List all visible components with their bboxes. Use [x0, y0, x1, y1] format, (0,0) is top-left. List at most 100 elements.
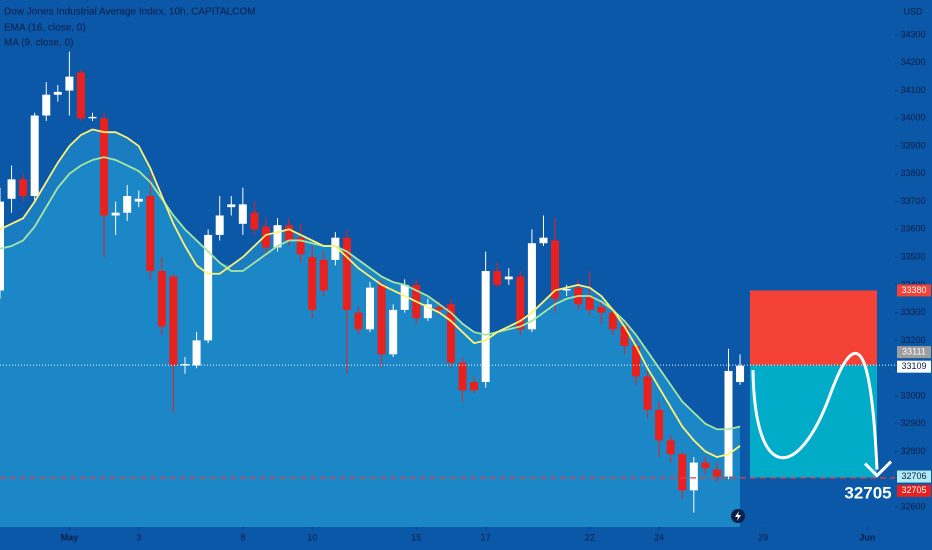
indicator-line	[0, 156, 741, 431]
candle-body	[215, 215, 224, 235]
candle-body	[435, 307, 444, 310]
candle-body	[238, 204, 247, 224]
candle-body	[655, 409, 664, 441]
stop-price-label-bg	[897, 284, 931, 297]
candle-body	[701, 462, 710, 469]
candle-body	[516, 276, 525, 330]
candle-body	[562, 289, 571, 291]
candle-body	[712, 469, 721, 477]
candle-body	[261, 226, 270, 248]
x-tick-label: 3	[136, 532, 141, 542]
candle-body	[296, 237, 305, 255]
candle-body	[689, 462, 698, 491]
currency-label: USD	[903, 6, 923, 16]
forecast-arrow	[863, 460, 893, 478]
candle-body	[342, 237, 351, 310]
y-tick-label: 32900	[900, 418, 925, 428]
last-price-label: 33109	[901, 361, 926, 371]
y-tick-label: 33900	[900, 140, 925, 150]
last-price-label-bg	[897, 360, 931, 373]
candle-body	[169, 276, 178, 366]
candle-body	[0, 201, 4, 291]
y-tick-label: 33500	[900, 251, 925, 261]
x-tick-label: 22	[585, 532, 595, 542]
x-tick-label: 24	[654, 532, 664, 542]
target-callout: 32705	[844, 483, 891, 502]
target-price-label-bg	[897, 470, 931, 483]
candle-body	[65, 76, 74, 91]
x-tick-label: 17	[481, 532, 491, 542]
y-tick-label: 34300	[900, 29, 925, 39]
candle-body	[481, 271, 490, 383]
candle-body	[366, 287, 375, 330]
candle-body	[631, 345, 640, 377]
candle-body	[423, 304, 432, 319]
indicator-line	[0, 128, 741, 458]
stop-price-label: 33380	[901, 285, 926, 295]
candle-body	[678, 454, 687, 491]
alert-price-label-bg	[897, 484, 931, 497]
candle-body	[146, 196, 155, 271]
y-tick-label: 32800	[900, 446, 925, 456]
y-tick-label: 33400	[900, 279, 925, 289]
candle-body	[620, 326, 629, 346]
x-tick-label: Jun	[859, 532, 875, 542]
y-tick-label: 33800	[900, 168, 925, 178]
y-tick-label: 34000	[900, 113, 925, 123]
candle-body	[597, 307, 606, 313]
candle-body	[204, 234, 213, 341]
x-tick-label: 15	[411, 532, 421, 542]
candle-body	[377, 284, 386, 355]
candle-body	[157, 271, 166, 327]
event-icon	[731, 509, 745, 523]
y-tick-label: 33600	[900, 224, 925, 234]
target-zone	[750, 365, 877, 478]
y-tick-label: 33700	[900, 196, 925, 206]
candle-body	[7, 179, 16, 199]
candle-body	[319, 259, 328, 291]
candle-body	[493, 271, 502, 285]
y-tick-label: 33000	[900, 390, 925, 400]
x-tick-label: 29	[758, 532, 768, 542]
band-area	[0, 129, 741, 430]
candle-body	[470, 382, 479, 391]
candle-body	[666, 440, 675, 455]
candle-body	[53, 91, 62, 95]
candle-body	[76, 72, 85, 119]
candle-body	[123, 196, 132, 213]
candle-body	[539, 237, 548, 244]
x-tick-label: 8	[240, 532, 245, 542]
candle-body	[527, 243, 536, 330]
y-tick-label: 33200	[900, 335, 925, 345]
entry-price-label: 33111	[902, 346, 926, 356]
legend-ema: EMA (16, close, 0)	[4, 23, 86, 34]
candle-body	[400, 284, 409, 310]
candle-body	[42, 94, 51, 116]
candle-body	[458, 362, 467, 391]
candle-body	[585, 295, 594, 310]
candle-body	[331, 237, 340, 260]
target-price-label: 32706	[901, 471, 926, 481]
candle-body	[308, 257, 317, 310]
candle-body	[19, 179, 28, 197]
candle-body	[227, 204, 236, 208]
x-tick-label: May	[61, 532, 79, 542]
alert-price-label: 32705	[901, 485, 926, 495]
ema-area	[0, 157, 741, 527]
candle-body	[192, 340, 201, 366]
y-tick-label: 34200	[900, 57, 925, 67]
candle-body	[111, 212, 120, 216]
candle-body	[354, 312, 363, 330]
candle-body	[446, 304, 455, 363]
candle-body	[30, 115, 39, 197]
candle-body	[389, 309, 398, 355]
chart-title: Dow Jones Industrial Average Index, 10h,…	[4, 7, 255, 18]
candle-body	[643, 376, 652, 410]
candle-body	[736, 365, 745, 383]
candle-body	[181, 364, 190, 366]
candle-body	[250, 212, 259, 230]
legend-ma: MA (9, close, 0)	[4, 38, 73, 49]
candle-body	[551, 240, 560, 299]
